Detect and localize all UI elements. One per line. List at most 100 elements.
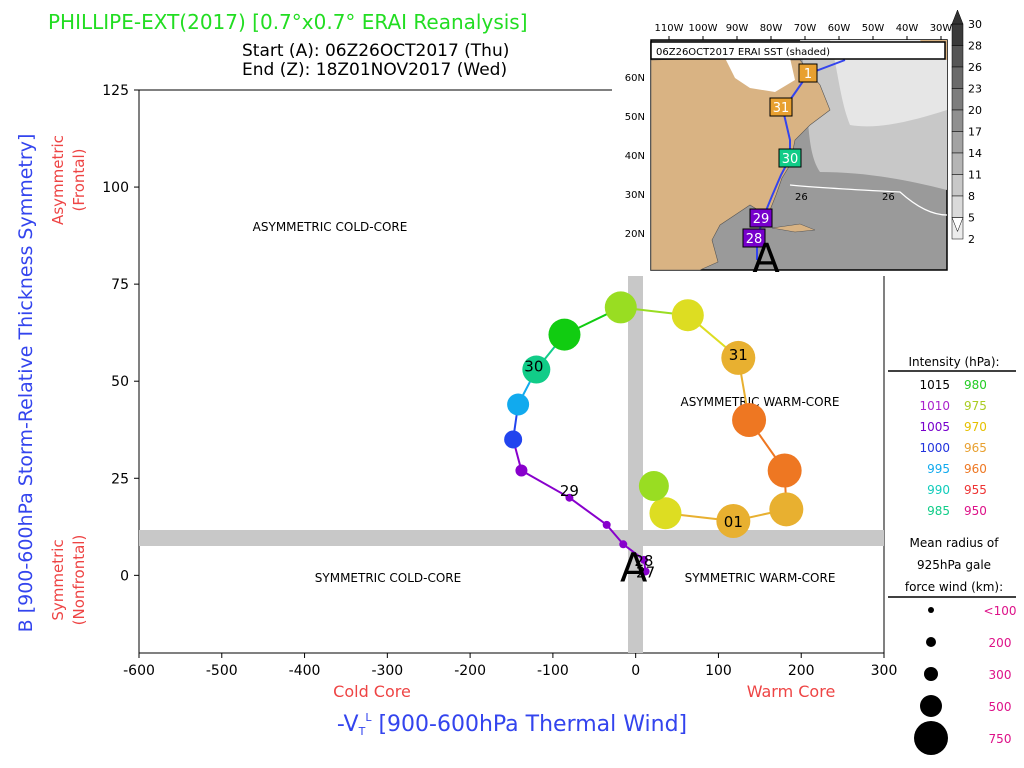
colorbar-label: 14 bbox=[968, 147, 982, 160]
intensity-value-right: 955 bbox=[964, 483, 987, 497]
intensity-value-left: 995 bbox=[927, 462, 950, 476]
x-tick-label: -600 bbox=[123, 663, 155, 679]
inset-title-box bbox=[650, 41, 946, 60]
y-tick-label: 50 bbox=[111, 374, 129, 390]
inset-track-label: 31 bbox=[773, 101, 790, 116]
sym-sub-label: (Nonfrontal) bbox=[70, 535, 88, 626]
y-tick-label: 125 bbox=[102, 83, 129, 99]
inset-map: 110W 100W 90W 80W 70W 60W 50W 40W 30W 60N 50N 40N 3… bbox=[612, 8, 1024, 282]
radius-legend-label: 300 bbox=[989, 668, 1012, 682]
colorbar-segment bbox=[951, 88, 964, 111]
track-date-label: 01 bbox=[724, 513, 743, 531]
sst-26-isotherm bbox=[789, 184, 948, 216]
cuba-island bbox=[771, 223, 816, 233]
quadrant-asym-cold: ASYMMETRIC COLD-CORE bbox=[253, 220, 408, 234]
colorbar-segment bbox=[951, 23, 964, 46]
intensity-value-right: 980 bbox=[964, 378, 987, 392]
inset-track-label: 30 bbox=[782, 152, 799, 167]
intensity-value-left: 1005 bbox=[919, 420, 950, 434]
track-point bbox=[641, 567, 650, 576]
radius-legend-title-2: 925hPa gale bbox=[917, 558, 991, 572]
inset-track-label: 28 bbox=[746, 232, 763, 247]
track-date-label: 31 bbox=[729, 346, 748, 364]
radius-legend-title-3: force wind (km): bbox=[905, 580, 1003, 594]
track-segment bbox=[622, 543, 645, 561]
intensity-value-left: 1015 bbox=[919, 378, 950, 392]
inset-track-box bbox=[769, 97, 793, 117]
quadrant-sym-warm: SYMMETRIC WARM-CORE bbox=[685, 571, 836, 585]
inset-track-box bbox=[742, 228, 766, 248]
radius-legend-dot bbox=[920, 695, 942, 717]
asym-sub-label: (Frontal) bbox=[70, 148, 88, 211]
hudson-bay bbox=[725, 58, 795, 92]
x-axis-label-sub: T bbox=[358, 725, 366, 738]
radius-legend-label: 750 bbox=[989, 732, 1012, 746]
intensity-value-left: 1000 bbox=[919, 441, 950, 455]
x-axis-label: -VTL [900-600hPa Thermal Wind] bbox=[337, 711, 687, 738]
x-axis-label-rest: [900-600hPa Thermal Wind] bbox=[371, 712, 687, 737]
track-point bbox=[504, 430, 523, 449]
x-axis-label-sup: L bbox=[365, 711, 372, 724]
colorbar-segment bbox=[951, 174, 964, 197]
inset-lon-label: 100W bbox=[689, 23, 718, 34]
track-date-label: 30 bbox=[524, 358, 543, 376]
colorbar-label: 30 bbox=[968, 18, 982, 31]
inset-sst-label-1: 26 bbox=[795, 192, 808, 203]
inset-lat-label: 30N bbox=[625, 190, 645, 201]
start-time: Start (A): 06Z26OCT2017 (Thu) bbox=[242, 41, 509, 61]
intensity-value-left: 985 bbox=[927, 504, 950, 518]
track-point bbox=[522, 355, 551, 384]
x-tick-label: -200 bbox=[454, 663, 486, 679]
radius-legend-label: <100 bbox=[984, 604, 1017, 618]
sym-label: Symmetric bbox=[49, 539, 67, 620]
inset-lon-label: 110W bbox=[655, 23, 684, 34]
track-point bbox=[649, 497, 682, 530]
inset-lon-label: 50W bbox=[862, 23, 885, 34]
x-tick-label: -100 bbox=[537, 663, 569, 679]
x-tick-label: 200 bbox=[788, 663, 815, 679]
track-point bbox=[515, 464, 528, 477]
inset-lat-label: 40N bbox=[625, 151, 645, 162]
colorbar-label: 20 bbox=[968, 104, 982, 117]
radius-legend-dot bbox=[914, 721, 948, 755]
inset-lat-label: 50N bbox=[625, 112, 645, 123]
track-point bbox=[639, 555, 648, 564]
y-tick-label: 25 bbox=[111, 471, 129, 487]
track-date-label: 27 bbox=[636, 563, 655, 581]
radius-legend-label: 200 bbox=[989, 636, 1012, 650]
colorbar-segment bbox=[951, 66, 964, 89]
asym-label: Asymmetric bbox=[49, 135, 67, 225]
radius-legend-label: 500 bbox=[989, 700, 1012, 714]
intensity-legend-rows: 1015 980 1010 975 1005 970 1000 965 995 960 990 955… bbox=[919, 378, 986, 518]
colorbar-label: 26 bbox=[968, 61, 982, 74]
colorbar-label: 23 bbox=[968, 83, 982, 96]
track-point bbox=[716, 503, 751, 538]
colorbar-label: 8 bbox=[968, 190, 975, 203]
colorbar-label: 11 bbox=[968, 169, 982, 182]
colorbar-label: 28 bbox=[968, 40, 982, 53]
radius-legend-dot bbox=[924, 667, 938, 681]
x-tick-label: 300 bbox=[871, 663, 898, 679]
track-point bbox=[604, 291, 637, 324]
intensity-value-left: 990 bbox=[927, 483, 950, 497]
track-point bbox=[548, 318, 581, 351]
radius-legend-title-1: Mean radius of bbox=[910, 536, 1000, 550]
inset-latitude-labels: 60N 50N 40N 30N 20N bbox=[625, 73, 645, 240]
radius-legend-rows: <100 200 300 500 750 bbox=[914, 604, 1016, 755]
inset-title: 06Z26OCT2017 ERAI SST (shaded) bbox=[656, 47, 830, 58]
colorbar-segment bbox=[951, 109, 964, 132]
intensity-value-right: 970 bbox=[964, 420, 987, 434]
colorbar-label: 17 bbox=[968, 126, 982, 139]
cold-ocean-shade bbox=[830, 40, 947, 127]
inset-track-box bbox=[749, 208, 773, 228]
inset-track-label: 29 bbox=[753, 212, 770, 227]
inset-start-marker: A bbox=[752, 236, 780, 282]
sst-colorbar: 30 28 26 23 20 17 14 11 8 5 2 bbox=[951, 9, 982, 246]
inset-lon-label: 30W bbox=[930, 23, 953, 34]
track-points bbox=[504, 291, 804, 576]
inset-lon-label: 40W bbox=[896, 23, 919, 34]
track-date-label: 28 bbox=[634, 552, 653, 570]
